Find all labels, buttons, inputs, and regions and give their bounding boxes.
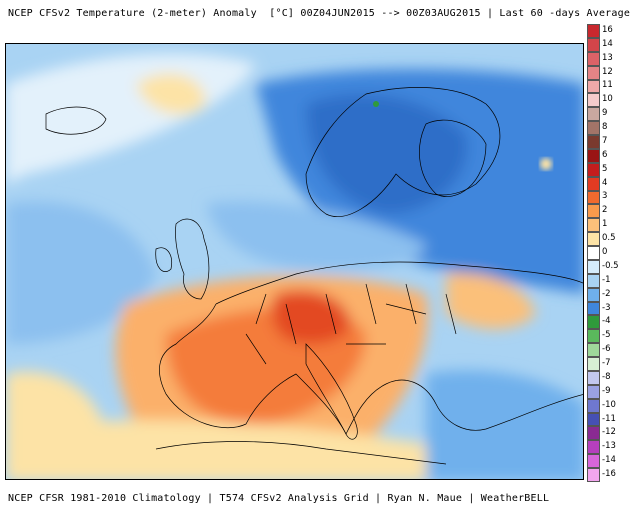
legend-label: -1 — [602, 274, 611, 285]
legend-swatch — [587, 24, 600, 38]
north-africa-warm — [66, 420, 426, 479]
legend-label: 12 — [602, 66, 613, 77]
legend-swatch — [587, 329, 600, 344]
country-borders — [45, 87, 583, 465]
legend-swatch — [587, 162, 600, 177]
legend-swatch — [587, 468, 600, 482]
atlantic-cool-west — [6, 201, 156, 344]
legend-swatch — [587, 287, 600, 302]
mainland-europe-outline — [159, 261, 583, 435]
legend-swatch — [587, 204, 600, 219]
legend-label: 5 — [602, 163, 608, 174]
legend-label: -8 — [602, 371, 611, 382]
legend-label: 6 — [602, 149, 608, 160]
legend-label: 9 — [602, 108, 608, 119]
legend-swatch — [587, 301, 600, 316]
legend-label: 4 — [602, 177, 608, 188]
iceland-outline — [45, 106, 107, 135]
norway-green-spot — [373, 101, 379, 107]
legend-swatch — [587, 121, 600, 136]
legend-swatch — [587, 51, 600, 66]
north-africa-coast — [155, 441, 447, 465]
legend-label: -13 — [602, 441, 616, 452]
finland-outline — [419, 119, 487, 197]
legend-swatch — [587, 148, 600, 163]
legend-label: 7 — [602, 135, 608, 146]
legend-swatch — [587, 259, 600, 274]
legend-swatch — [587, 232, 600, 247]
legend-label: -5 — [602, 330, 611, 341]
internal-borders — [245, 283, 457, 365]
legend-swatch — [587, 93, 600, 108]
legend-swatch — [587, 79, 600, 94]
legend-label: 0 — [602, 247, 608, 257]
legend-swatch — [587, 37, 600, 52]
iceland-warm-blob — [136, 73, 206, 115]
legend-label: -9 — [602, 385, 611, 396]
legend-label: -12 — [602, 427, 616, 438]
legend-swatch — [587, 343, 600, 358]
legend-label: -2 — [602, 288, 611, 299]
legend-swatch — [587, 65, 600, 80]
legend-label: 1 — [602, 219, 608, 230]
legend-swatch — [587, 107, 600, 122]
west-atlantic-warm — [6, 371, 106, 479]
legend-swatch — [587, 218, 600, 233]
legend-swatch — [587, 315, 600, 330]
legend-swatch — [587, 135, 600, 149]
central-europe-cool — [206, 201, 426, 271]
east-warm-patch — [446, 273, 536, 329]
legend-swatch — [587, 357, 600, 371]
legend-label: 10 — [602, 94, 613, 105]
legend-label: 3 — [602, 191, 608, 202]
scandinavia-cold — [306, 94, 468, 214]
anomaly-map — [5, 43, 584, 480]
legend-label: -4 — [602, 316, 611, 327]
legend-swatch — [587, 176, 600, 191]
legend-swatch — [587, 370, 600, 385]
ireland-outline — [155, 247, 172, 272]
moscow-warm-spot — [540, 158, 552, 170]
legend-swatch — [587, 246, 600, 260]
uk-outline — [175, 218, 210, 300]
legend-label: -3 — [602, 302, 611, 313]
legend-label: -7 — [602, 358, 611, 369]
legend-label: -6 — [602, 344, 611, 355]
legend-label: 8 — [602, 122, 608, 133]
chart-title: NCEP CFSv2 Temperature (2-meter) Anomaly… — [8, 8, 631, 19]
scandinavia-outline — [305, 87, 501, 217]
legend-swatch — [587, 412, 600, 427]
legend-label: -10 — [602, 399, 616, 410]
legend-label: 2 — [602, 205, 608, 216]
legend-label: 16 — [602, 24, 613, 35]
map-canvas — [6, 44, 583, 479]
legend-label: 14 — [602, 38, 613, 49]
legend-label: -16 — [602, 469, 616, 480]
legend-swatch — [587, 384, 600, 399]
legend-label: 0.5 — [602, 233, 616, 244]
alps-hot — [271, 290, 351, 344]
legend-swatch — [587, 190, 600, 205]
legend-swatch — [587, 273, 600, 288]
footer-credits: NCEP CFSR 1981-2010 Climatology | T574 C… — [8, 493, 550, 504]
legend-swatch — [587, 454, 600, 469]
legend-swatch — [587, 398, 600, 413]
legend-label: -14 — [602, 455, 616, 466]
legend-label: -11 — [602, 413, 616, 424]
legend-swatch — [587, 440, 600, 455]
legend-label: 11 — [602, 80, 613, 91]
legend-label: 13 — [602, 52, 613, 63]
italy-outline — [305, 343, 358, 440]
legend-label: -0.5 — [602, 260, 619, 271]
legend-swatch — [587, 426, 600, 441]
se-cool-region — [426, 370, 583, 479]
